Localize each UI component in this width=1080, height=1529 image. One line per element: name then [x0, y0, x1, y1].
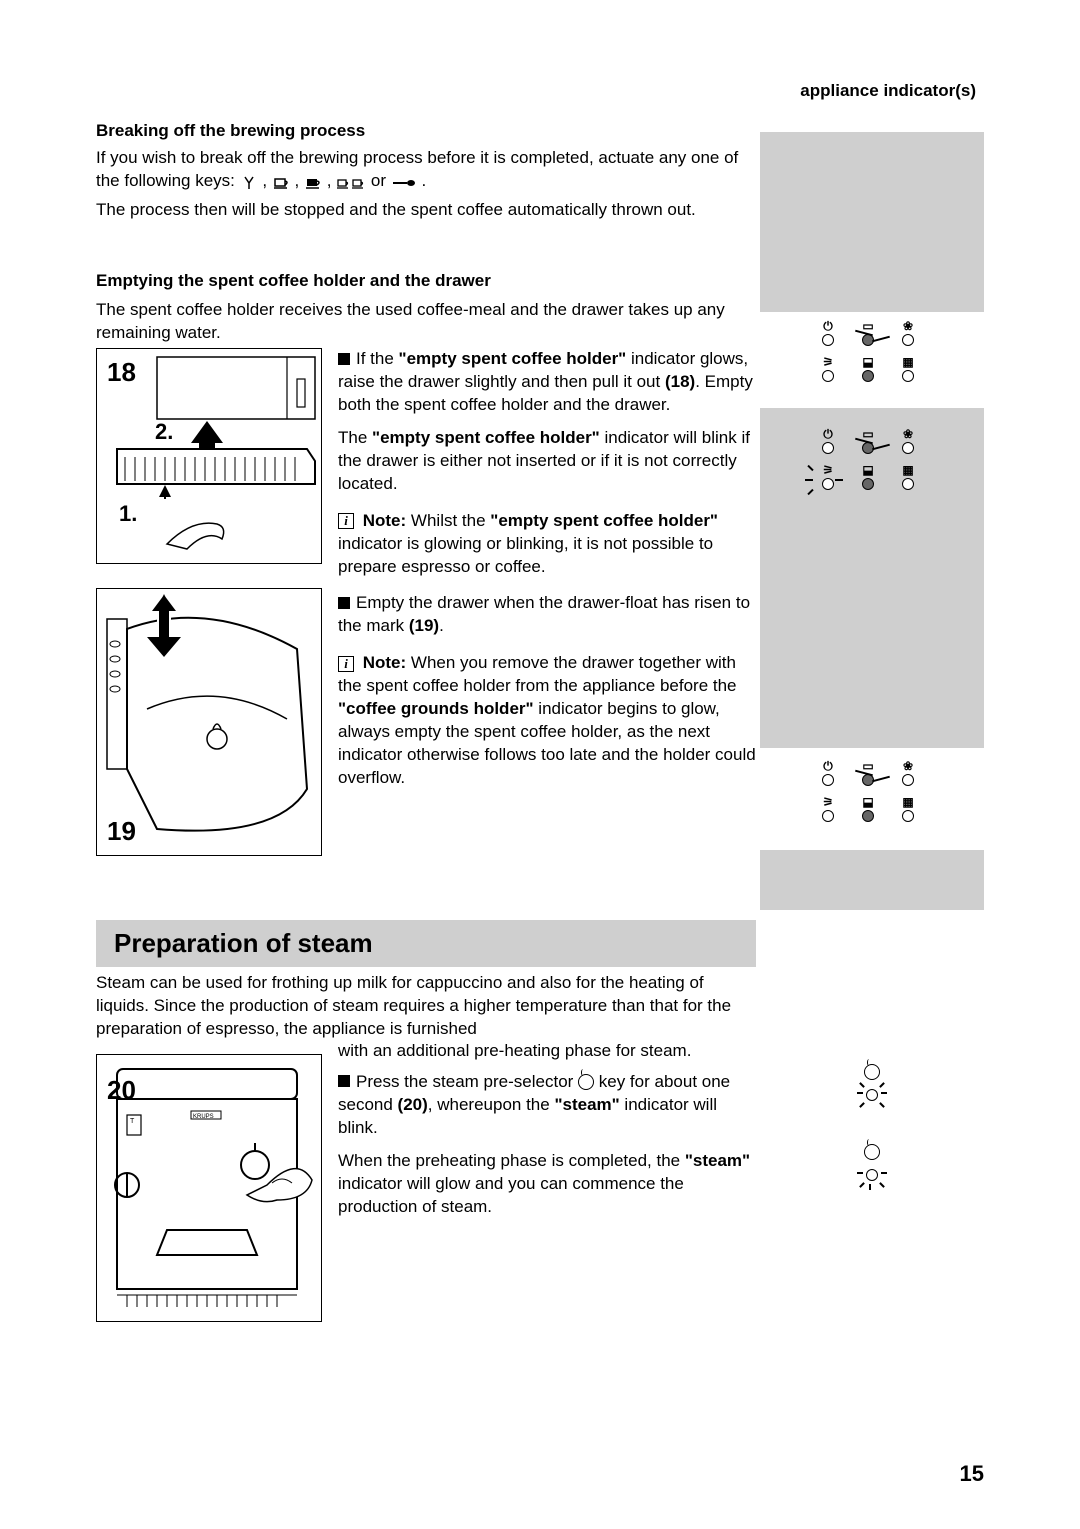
- para-preheat-done: When the preheating phase is completed, …: [338, 1150, 756, 1219]
- para-process-stopped: The process then will be stopped and the…: [96, 199, 756, 222]
- indicator-steam-glow: [760, 1140, 984, 1183]
- bullet-icon: [338, 353, 350, 365]
- sidebar-header-text: appliance indicator(s): [800, 81, 976, 100]
- key-icon-5: [391, 174, 417, 189]
- indicator-panel-3: ⏻ ▭ ❀ ⚞ ⬓ ▦: [760, 760, 984, 840]
- figure-19-label: 19: [107, 814, 136, 849]
- bullet-press-steam: Press the steam pre-selector key for abo…: [338, 1071, 756, 1140]
- indicator-steam-blink: [760, 1060, 984, 1103]
- figure-20-label: 20: [107, 1073, 136, 1108]
- bullet-empty-drawer: Empty the drawer when the drawer-float h…: [338, 592, 756, 638]
- figure-18-step1: 1.: [119, 499, 137, 529]
- figure-20: T KRUPS 20: [96, 1054, 322, 1322]
- heading-breaking-off: Breaking off the brewing process: [96, 120, 756, 143]
- sidebar-header: appliance indicator(s): [760, 80, 984, 103]
- sidebar-strip-3: [760, 508, 984, 748]
- steam-icon: [864, 1144, 880, 1160]
- page-number: 15: [960, 1459, 984, 1489]
- figure-19: 19: [96, 588, 322, 856]
- key-icon-4: [336, 174, 366, 189]
- heading-emptying: Emptying the spent coffee holder and the…: [96, 270, 756, 293]
- key-icon-3: [304, 174, 322, 189]
- para-break-off-intro: If you wish to break off the brewing pro…: [96, 147, 756, 193]
- section-breaking-off: Breaking off the brewing process If you …: [96, 120, 756, 226]
- bullet-icon: [338, 1075, 350, 1087]
- text-beside-fig18: If the "empty spent coffee holder" indic…: [338, 348, 756, 794]
- steam-icon: [578, 1074, 594, 1090]
- figure-18-label: 18: [107, 355, 136, 390]
- steam-icon: [864, 1064, 880, 1080]
- indicator-panel-1: ⏻ ▭ ❀ ⚞ ⬓ ▦: [760, 320, 984, 400]
- para-preheat-phase: with an additional pre-heating phase for…: [338, 1040, 756, 1063]
- info-icon: i: [338, 656, 354, 672]
- figure-18-step2: 2.: [155, 417, 173, 447]
- key-icon-1: [240, 174, 258, 189]
- svg-text:KRUPS: KRUPS: [193, 1114, 214, 1120]
- section-bar-steam: Preparation of steam: [96, 920, 756, 967]
- indicator-panel-2: ⏻ ▭ ❀ ⚞ ⬓ ▦: [760, 428, 984, 508]
- para-blink: The "empty spent coffee holder" indicato…: [338, 427, 756, 496]
- para-steam-intro: Steam can be used for frothing up milk f…: [96, 972, 756, 1045]
- bullet-empty-holder: If the "empty spent coffee holder" indic…: [338, 348, 756, 417]
- note-1: i Note: Whilst the "empty spent coffee h…: [338, 510, 756, 579]
- info-icon: i: [338, 513, 354, 529]
- sidebar-strip-1: [760, 132, 984, 312]
- key-icon-2: [272, 174, 290, 189]
- svg-text:T: T: [130, 1118, 135, 1125]
- figure-18: 18 2. 1.: [96, 348, 322, 564]
- bullet-icon: [338, 597, 350, 609]
- para-emptying-intro: The spent coffee holder receives the use…: [96, 299, 756, 345]
- sidebar-strip-4: [760, 850, 984, 910]
- section-title-steam: Preparation of steam: [96, 920, 756, 967]
- note-2: i Note: When you remove the drawer toget…: [338, 652, 756, 790]
- text-beside-fig20: with an additional pre-heating phase for…: [338, 1040, 756, 1223]
- section-emptying: Emptying the spent coffee holder and the…: [96, 270, 756, 349]
